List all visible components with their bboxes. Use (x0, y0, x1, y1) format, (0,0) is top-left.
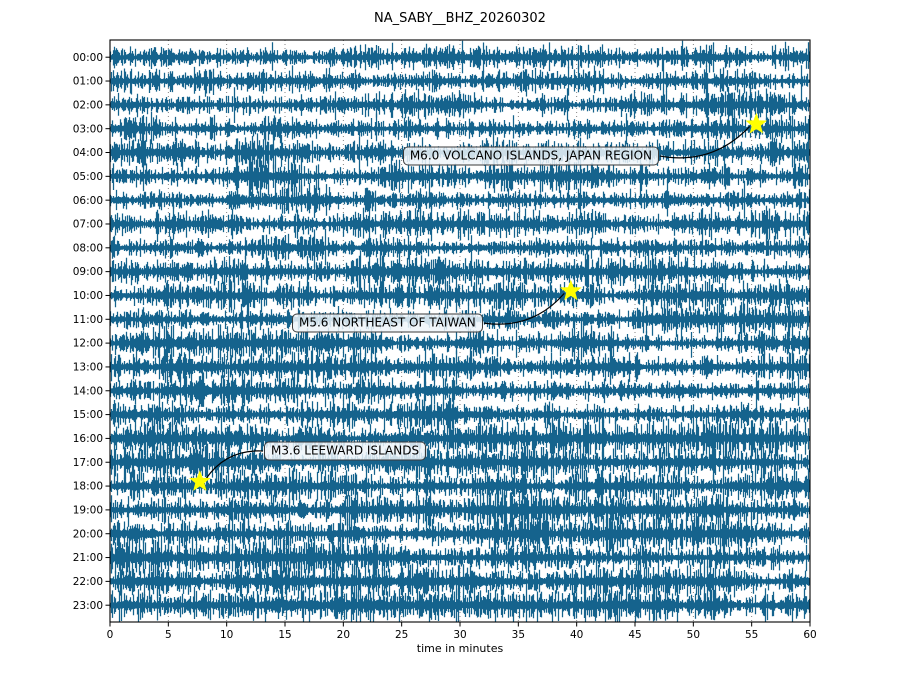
trace-row-07:00 (109, 205, 811, 244)
x-tick-label: 55 (745, 629, 758, 641)
event-arrow (205, 450, 264, 479)
y-tick-label: 19:00 (73, 504, 103, 516)
y-tick-label: 09:00 (73, 266, 103, 278)
event-star-icon (745, 112, 768, 134)
y-tick-label: 00:00 (73, 52, 103, 64)
x-tick-label: 50 (687, 629, 700, 641)
y-tick-label: 18:00 (73, 481, 103, 493)
y-tick-label: 02:00 (73, 99, 103, 111)
y-tick-label: 12:00 (73, 338, 103, 350)
y-tick-label: 04:00 (73, 147, 103, 159)
x-axis-label: time in minutes (416, 642, 504, 655)
plot-title: NA_SABY__BHZ_20260302 (374, 11, 546, 26)
event-annotation-japan-region: M6.0 VOLCANO ISLANDS, JAPAN REGION (402, 146, 660, 166)
x-tick-label: 25 (395, 629, 408, 641)
y-tick-label: 08:00 (73, 242, 103, 254)
x-tick-label: 0 (107, 629, 114, 641)
y-tick-label: 14:00 (73, 385, 103, 397)
event-annotation-leeward-islands: M3.6 LEEWARD ISLANDS (264, 441, 427, 461)
event-arrow (659, 125, 751, 159)
y-tick-label: 20:00 (73, 528, 103, 540)
x-tick-label: 60 (803, 629, 816, 641)
y-tick-label: 05:00 (73, 171, 103, 183)
y-tick-label: 11:00 (73, 314, 103, 326)
y-tick-label: 21:00 (73, 552, 103, 564)
x-tick-label: 40 (570, 629, 583, 641)
y-tick-label: 16:00 (73, 433, 103, 445)
x-tick-label: 35 (512, 629, 525, 641)
event-star-icon (188, 470, 211, 491)
x-tick-label: 5 (165, 629, 172, 641)
y-tick-label: 01:00 (73, 76, 103, 88)
y-tick-label: 17:00 (73, 457, 103, 469)
y-tick-label: 22:00 (73, 576, 103, 588)
event-star-icon (559, 279, 582, 301)
y-tick-label: 07:00 (73, 219, 103, 231)
y-tick-label: 13:00 (73, 362, 103, 374)
x-tick-label: 45 (628, 629, 641, 641)
x-tick-label: 10 (220, 629, 233, 641)
y-tick-label: 10:00 (73, 290, 103, 302)
x-tick-label: 15 (278, 629, 291, 641)
x-tick-label: 30 (453, 629, 466, 641)
x-tick-label: 20 (337, 629, 350, 641)
y-tick-label: 03:00 (73, 123, 103, 135)
event-annotation-northeast-taiwan: M5.6 NORTHEAST OF TAIWAN (292, 313, 483, 333)
y-tick-label: 06:00 (73, 195, 103, 207)
y-tick-label: 15:00 (73, 409, 103, 421)
y-tick-label: 23:00 (73, 600, 103, 612)
event-arrow (483, 293, 565, 325)
